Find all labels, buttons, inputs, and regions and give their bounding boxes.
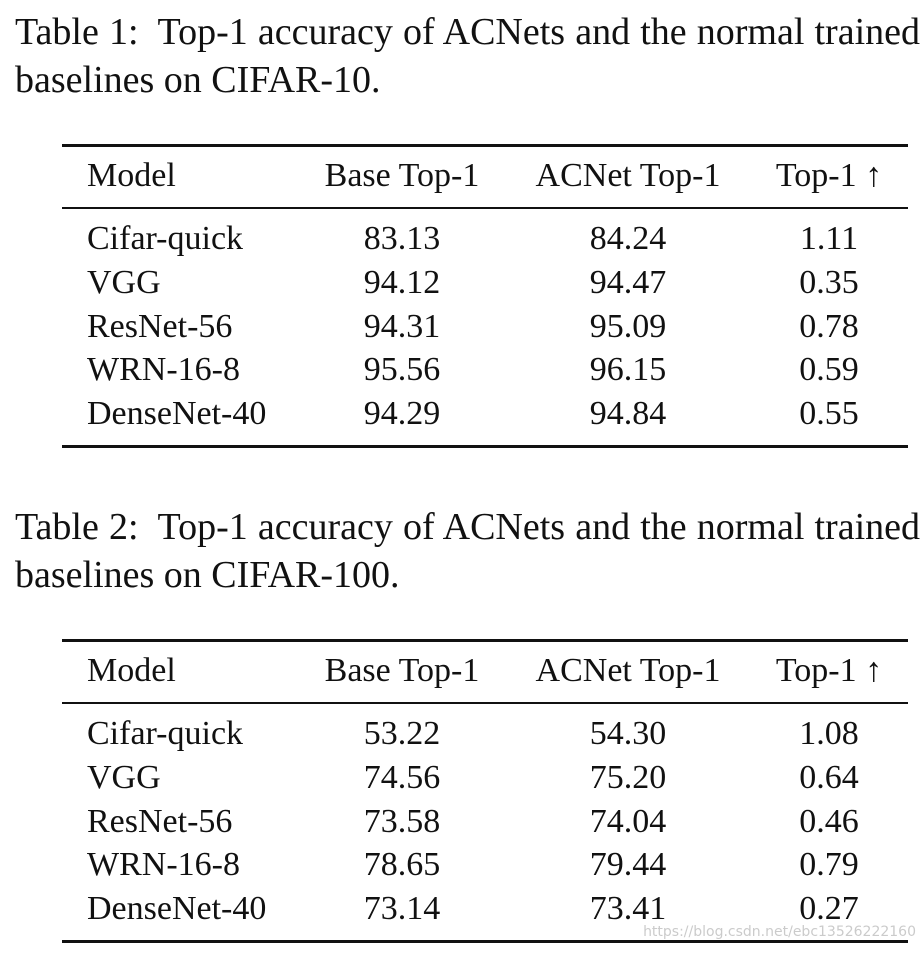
table-cell: 1.11: [799, 220, 859, 257]
table-cell: Cifar-quick: [87, 220, 244, 257]
header-cell: Model: [87, 157, 176, 194]
table-cell: DenseNet-40: [87, 890, 267, 928]
table-cell: VGG: [87, 758, 161, 796]
header-cell: Top-1 ↑: [775, 652, 883, 689]
bottom-rule: [62, 445, 908, 448]
table-cell: 54.30: [589, 715, 667, 752]
header-cell: Top-1 ↑: [775, 157, 883, 194]
header-cell: Base Top-1: [324, 652, 480, 689]
table-cell: 73.41: [589, 890, 667, 928]
table-cell: 78.65: [363, 846, 441, 884]
table-cell: WRN-16-8: [87, 351, 240, 389]
caption-text: Top-1 accuracy of ACNets and the normal …: [15, 506, 920, 596]
caption: Table 1: Top-1 accuracy of ACNets and th…: [15, 8, 920, 104]
table-cell: 1.08: [799, 715, 859, 752]
table-cell: 79.44: [589, 846, 667, 884]
caption-text: Top-1 accuracy of ACNets and the normal …: [15, 11, 920, 101]
table-cell: 96.15: [589, 351, 667, 389]
table-cell: ResNet-56: [87, 307, 233, 345]
table-cell: 53.22: [363, 715, 441, 752]
caption-label: Table 1:: [15, 11, 139, 53]
table-cell: 73.58: [363, 802, 441, 840]
table-cell: 0.78: [799, 307, 859, 345]
table-cell: 0.55: [799, 395, 859, 433]
table-cell: 95.09: [589, 307, 667, 345]
watermark: https://blog.csdn.net/ebc13526222160: [643, 924, 916, 940]
header-cell: ACNet Top-1: [535, 157, 721, 194]
caption: Table 2: Top-1 accuracy of ACNets and th…: [15, 503, 920, 599]
table-cell: 94.84: [589, 395, 667, 433]
table-cell: 84.24: [589, 220, 667, 257]
mid-rule: [62, 702, 908, 704]
table-cell: 95.56: [363, 351, 441, 389]
table-cell: 75.20: [589, 758, 667, 796]
header-cell: Model: [87, 652, 176, 689]
table-cell: DenseNet-40: [87, 395, 267, 433]
table-cell: ResNet-56: [87, 802, 233, 840]
top-rule: [62, 639, 908, 642]
table-cell: 94.12: [363, 263, 441, 301]
table-cell: 0.35: [799, 263, 859, 301]
bottom-rule: [62, 940, 908, 943]
caption-label: Table 2:: [15, 506, 139, 548]
table-cell: 0.64: [799, 758, 859, 796]
table-cell: Cifar-quick: [87, 715, 244, 752]
mid-rule: [62, 207, 908, 209]
table-cell: 94.31: [363, 307, 441, 345]
top-rule: [62, 144, 908, 147]
table-cell: 0.59: [799, 351, 859, 389]
table-cell: WRN-16-8: [87, 846, 240, 884]
table-cell: 83.13: [363, 220, 441, 257]
table-cell: 0.27: [799, 890, 859, 928]
table-cell: 73.14: [363, 890, 441, 928]
table-cell: 94.47: [589, 263, 667, 301]
header-cell: Base Top-1: [324, 157, 480, 194]
table-cell: 74.04: [589, 802, 667, 840]
header-cell: ACNet Top-1: [535, 652, 721, 689]
table-cell: 74.56: [363, 758, 441, 796]
table-cell: 0.79: [799, 846, 859, 884]
table-cell: 94.29: [363, 395, 441, 433]
table-cell: VGG: [87, 263, 161, 301]
table-cell: 0.46: [799, 802, 859, 840]
